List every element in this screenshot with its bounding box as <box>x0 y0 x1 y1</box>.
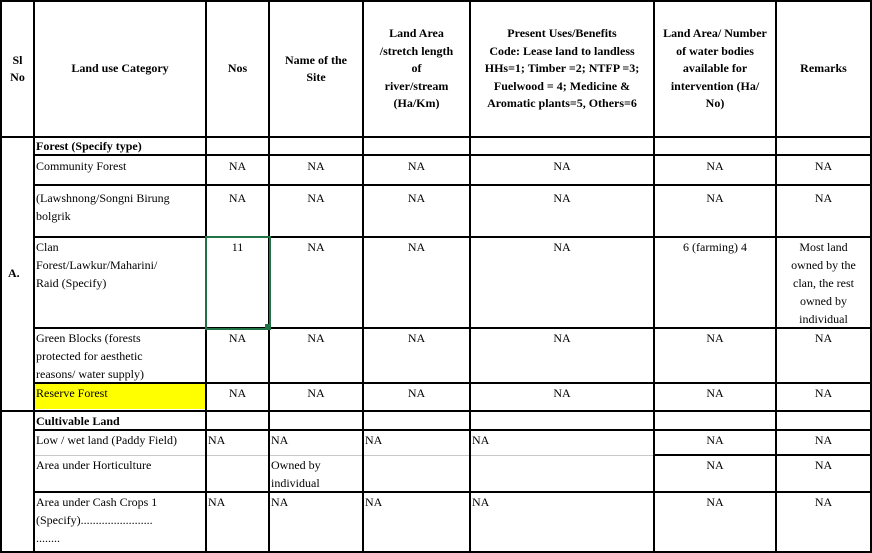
row-area: NA <box>407 191 426 205</box>
section-a-label: A. <box>8 266 20 280</box>
row-uses: NA <box>553 191 571 205</box>
row-category: Area under Cash Crops 1 (Specify).......… <box>36 495 158 545</box>
row-water: NA <box>706 159 724 173</box>
row-nos[interactable]: 11 <box>231 240 244 254</box>
row-remarks: NA <box>814 433 833 447</box>
section-a-title: Forest (Specify type) <box>36 139 142 153</box>
row-site: Owned by individual <box>271 458 321 490</box>
section-b-title: Cultivable Land <box>36 414 120 428</box>
header-name-of-site: Name of the Site <box>285 52 347 85</box>
row-uses: NA <box>553 240 571 254</box>
row-remarks: NA <box>814 159 833 173</box>
reserve-forest-highlight <box>34 383 205 409</box>
row-water: NA <box>706 191 724 205</box>
row-site: NA <box>307 386 325 400</box>
row-remarks: NA <box>814 331 833 345</box>
cell-selection[interactable] <box>205 236 271 330</box>
row-water: NA <box>706 458 724 472</box>
row-water: NA <box>706 331 724 345</box>
row-area: NA <box>407 331 426 345</box>
row-category: Low / wet land (Paddy Field) <box>36 433 177 447</box>
row-uses: NA <box>472 495 490 509</box>
row-category: Community Forest <box>36 159 127 173</box>
row-remarks: Most land owned by the clan, the rest ow… <box>791 240 856 326</box>
row-nos: NA <box>228 331 247 345</box>
row-remarks: NA <box>814 458 833 472</box>
row-water: 6 (farming) 4 <box>683 240 747 254</box>
row-uses: NA <box>553 159 571 173</box>
header-present-uses: Present Uses/Benefits Code: Lease land t… <box>484 26 640 111</box>
row-site: NA <box>271 495 289 509</box>
row-nos: NA <box>228 386 247 400</box>
row-nos: NA <box>228 159 247 173</box>
row-nos: NA <box>228 191 247 205</box>
row-water: NA <box>706 495 724 509</box>
row-area: NA <box>365 433 383 447</box>
row-category: Reserve Forest <box>36 386 108 400</box>
row-nos: NA <box>208 433 226 447</box>
fill-handle[interactable] <box>265 324 270 329</box>
row-area: NA <box>407 159 426 173</box>
row-area: NA <box>365 495 383 509</box>
row-category: Clan Forest/Lawkur/Maharini/ Raid (Speci… <box>36 240 158 290</box>
row-remarks: NA <box>814 386 833 400</box>
row-remarks: NA <box>814 191 833 205</box>
row-site: NA <box>271 433 289 447</box>
row-nos: NA <box>208 495 226 509</box>
row-uses: NA <box>553 331 571 345</box>
header-remarks: Remarks <box>800 61 847 76</box>
row-category: Green Blocks (forests protected for aest… <box>36 331 144 381</box>
row-area: NA <box>407 386 426 400</box>
row-area: NA <box>407 240 426 254</box>
row-water: NA <box>706 386 724 400</box>
header-land-area: Land Area /stretch length of river/strea… <box>379 26 454 111</box>
header-sl-no: Sl No <box>10 52 25 85</box>
header-land-use-category: Land use Category <box>71 61 169 76</box>
row-site: NA <box>307 159 325 173</box>
row-remarks: NA <box>814 495 833 509</box>
row-category: (Lawshnong/Songni Birung bolgrik <box>36 191 170 223</box>
row-water: NA <box>706 433 724 447</box>
row-category: Area under Horticulture <box>36 458 152 472</box>
row-uses: NA <box>472 433 490 447</box>
row-site: NA <box>307 331 325 345</box>
row-site: NA <box>307 191 325 205</box>
header-water-bodies: Land Area/ Number of water bodies availa… <box>663 26 767 111</box>
row-uses: NA <box>553 386 571 400</box>
header-nos: Nos <box>227 61 248 76</box>
row-site: NA <box>307 240 325 254</box>
